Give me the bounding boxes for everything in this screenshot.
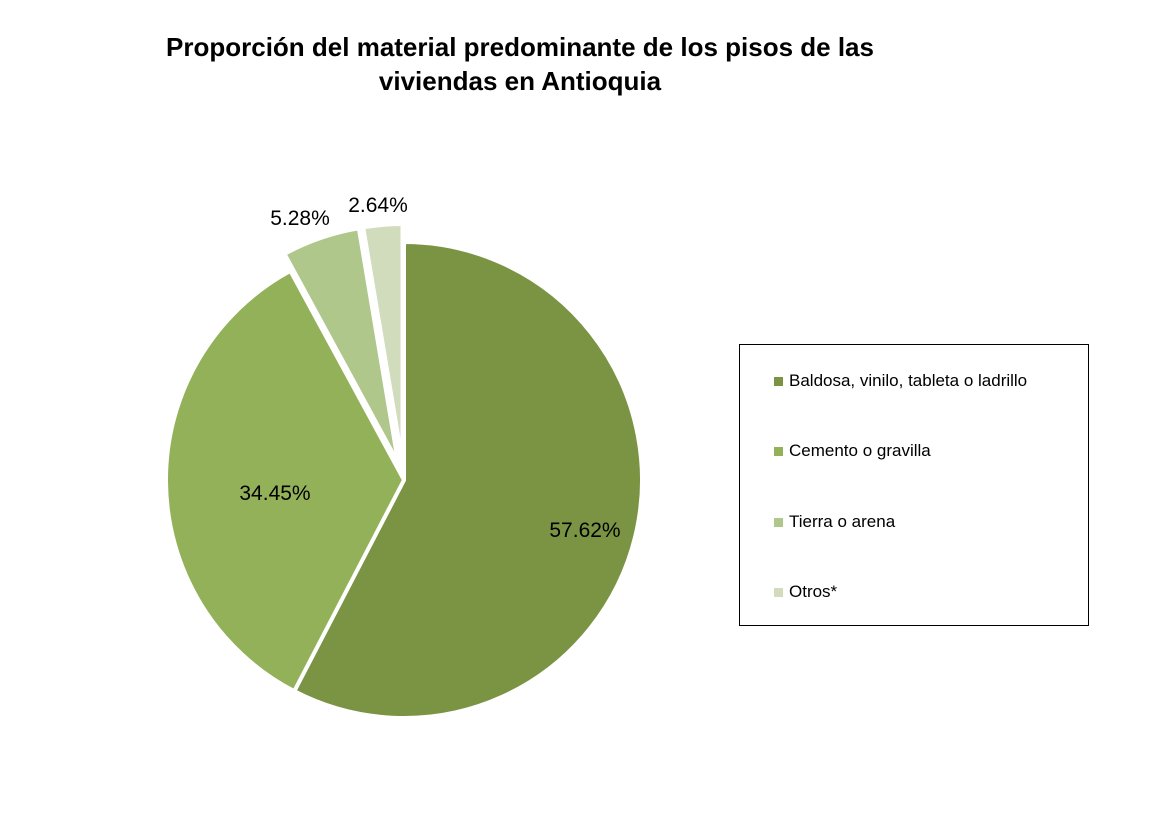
slice-label-0: 57.62% <box>549 519 620 542</box>
legend: Baldosa, vinilo, tableta o ladrillo Cemen… <box>739 344 1089 626</box>
legend-item-1: Cemento o gravilla <box>774 439 931 463</box>
pie-slice-1 <box>164 268 406 694</box>
pie-slice-2 <box>282 226 401 465</box>
legend-item-3: Otros* <box>774 580 837 604</box>
legend-swatch-1 <box>774 446 783 456</box>
legend-label-2: Tierra o arena <box>789 512 896 531</box>
chart-title-line-1: Proporción del material predominante de … <box>166 32 874 62</box>
legend-item-2: Tierra o arena <box>774 510 895 534</box>
legend-swatch-0 <box>774 376 783 386</box>
legend-label-0: Baldosa, vinilo, tableta o ladrillo <box>789 371 1028 390</box>
slice-label-3: 2.64% <box>348 194 408 217</box>
legend-swatch-2 <box>774 517 783 527</box>
chart-title: Proporción del material predominante de … <box>100 30 940 98</box>
slice-label-2: 5.28% <box>270 207 330 230</box>
slice-label-1: 34.45% <box>239 482 310 505</box>
legend-swatch-3 <box>774 587 783 597</box>
legend-item-0: Baldosa, vinilo, tableta o ladrillo <box>774 369 1027 393</box>
legend-label-1: Cemento o gravilla <box>789 441 931 460</box>
pie-slice-3 <box>361 222 405 465</box>
legend-label-3: Otros* <box>789 582 838 601</box>
pie-slice-0 <box>292 240 644 720</box>
chart-title-line-2: viviendas en Antioquia <box>378 66 662 96</box>
